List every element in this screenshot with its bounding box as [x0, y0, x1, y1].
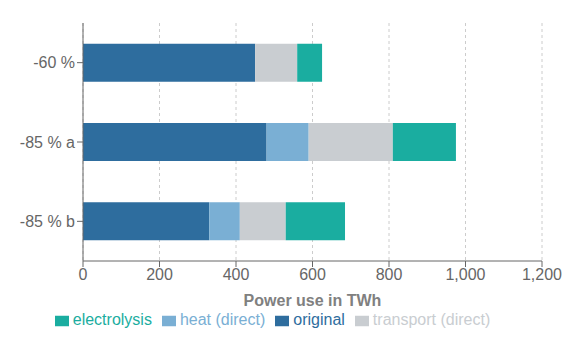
svg-text:0: 0: [79, 266, 88, 283]
html-text:heat (direct): heat (direct): [179, 311, 266, 328]
svg-text:800: 800: [376, 266, 403, 283]
svg-text:1,200: 1,200: [522, 266, 562, 283]
svg-text:200: 200: [146, 266, 173, 283]
svg-text:600: 600: [299, 266, 326, 283]
svg-text:Power use in TWh: Power use in TWh: [244, 292, 382, 309]
svg-text:1,000: 1,000: [445, 266, 485, 283]
html-text:transport (direct): transport (direct): [372, 311, 491, 328]
svg-text:400: 400: [223, 266, 250, 283]
svg-text:-85 % b: -85 % b: [20, 213, 75, 230]
html-text:original: original: [293, 311, 345, 328]
html-text:electrolysis: electrolysis: [72, 311, 152, 328]
svg-text:-85 % a: -85 % a: [20, 134, 75, 151]
svg-text:-60 %: -60 %: [33, 54, 75, 71]
